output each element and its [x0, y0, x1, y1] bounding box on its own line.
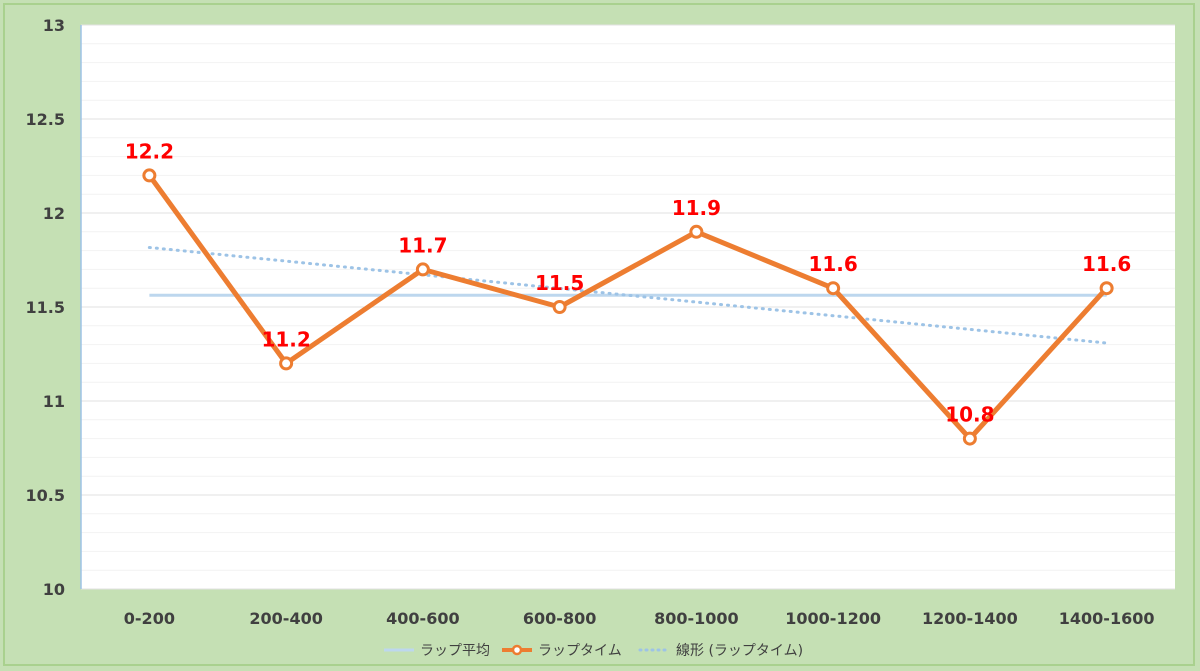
y-tick-label: 13: [43, 16, 65, 35]
series-line-2: [147, 245, 1109, 345]
legend-label: ラップタイム: [538, 643, 622, 659]
y-tick-label: 12.5: [26, 110, 65, 129]
data-point: [415, 262, 430, 277]
x-tick-label: 1000-1200: [785, 609, 881, 628]
x-tick-label: 200-400: [249, 609, 322, 628]
legend: ラップ平均 ラップタイム 線形 (ラップタイム): [384, 643, 803, 659]
x-tick-labels: 0-200 200-400 400-600 600-800 800-1000 1000-1…: [124, 609, 1155, 628]
data-label: 11.5: [535, 271, 584, 295]
data-point: [1099, 281, 1114, 296]
legend-marker: [511, 644, 523, 656]
line-chart: 13 12.5 12 11.5 11 10.5 10 0-200 200-400 400-600…: [26, 16, 1175, 659]
x-tick-label: 1200-1400: [922, 609, 1018, 628]
data-label: 11.9: [672, 196, 721, 220]
x-tick-label: 600-800: [523, 609, 596, 628]
x-tick-label: 400-600: [386, 609, 459, 628]
x-tick-label: 1400-1600: [1059, 609, 1155, 628]
series: [142, 168, 1114, 446]
x-tick-label: 800-1000: [654, 609, 739, 628]
gridlines: [81, 24, 1175, 590]
data-label: 12.2: [125, 139, 174, 163]
series-line-1: [146, 172, 1110, 442]
y-tick-label: 10: [43, 580, 65, 599]
legend-item: ラップタイム: [502, 643, 622, 659]
y-tick-labels: 13 12.5 12 11.5 11 10.5 10: [26, 16, 65, 599]
data-point: [689, 224, 704, 239]
y-tick-label: 11.5: [26, 298, 65, 317]
data-label: 10.8: [945, 403, 994, 427]
legend-item: ラップ平均: [384, 643, 490, 659]
y-tick-label: 11: [43, 392, 65, 411]
data-label: 11.2: [261, 327, 310, 351]
chart-frame: 13 12.5 12 11.5 11 10.5 10 0-200 200-400 400-600…: [3, 3, 1195, 666]
data-point: [142, 168, 157, 183]
legend-label: ラップ平均: [420, 643, 490, 659]
y-tick-label: 10.5: [26, 486, 65, 505]
legend-item: 線形 (ラップタイム): [638, 643, 803, 659]
legend-label: 線形 (ラップタイム): [676, 643, 803, 659]
data-point: [552, 300, 567, 314]
data-point: [962, 431, 977, 446]
x-tick-label: 0-200: [124, 609, 175, 628]
data-label: 11.6: [1082, 252, 1131, 276]
data-label: 11.6: [808, 252, 857, 276]
data-point: [826, 281, 841, 296]
data-labels: 12.2 11.2 11.7 11.5 11.9 11.6 10.8 11.6: [125, 139, 1132, 426]
y-tick-label: 12: [43, 204, 65, 223]
data-point: [279, 356, 294, 371]
data-label: 11.7: [398, 233, 447, 257]
